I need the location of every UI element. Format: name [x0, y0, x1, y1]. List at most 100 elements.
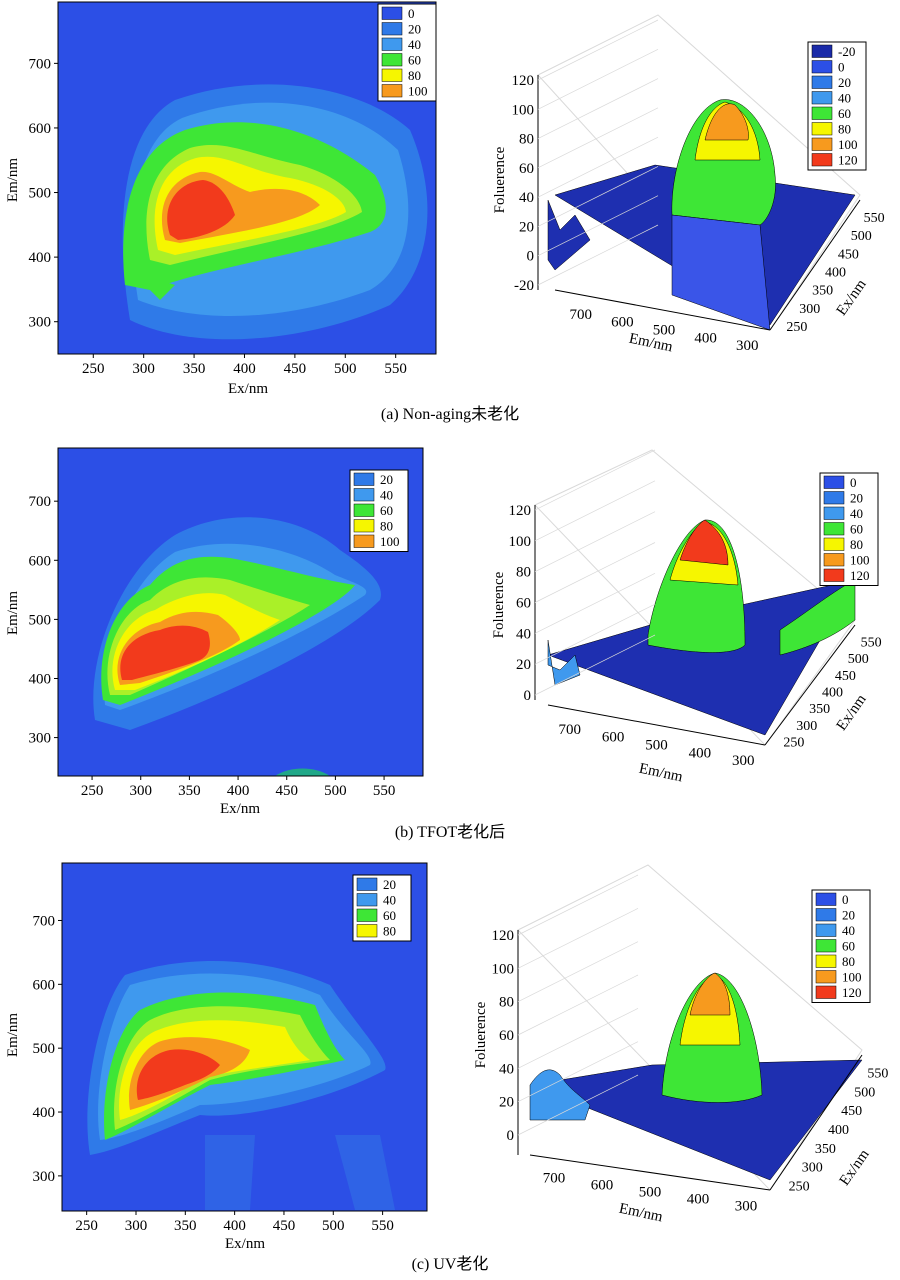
legend-swatch	[381, 22, 403, 36]
z-tick-label: 20	[499, 1095, 514, 1111]
legend-swatch	[353, 472, 375, 486]
x-tick-label: 300	[132, 361, 155, 377]
y-tick-label: 550	[861, 635, 882, 650]
x-tick-label: 300	[732, 753, 755, 769]
y-axis-line	[764, 624, 856, 746]
z-grid-line	[537, 78, 659, 139]
x-tick-label: 400	[687, 1192, 710, 1208]
plot-frame	[57, 447, 424, 777]
contour-plot-a	[58, 2, 436, 354]
z-tick-label: 40	[519, 190, 534, 206]
y-tick-label: 500	[33, 1041, 56, 1057]
legend-swatch	[823, 537, 845, 551]
legend-swatch	[815, 954, 837, 968]
ylabel-c: Em/nm	[5, 1013, 21, 1057]
panel-b-svg: Ex/nm Em/nm Foluerence Em/nm Ex/nm 250 30…	[5, 447, 882, 817]
legend-label: 100	[408, 84, 428, 99]
panel-a-svg: Ex/nm Em/nm Foluerence Em/nm Ex/nm 250 30…	[5, 1, 885, 397]
x-tick-label: 550	[371, 1218, 394, 1234]
x-tick-label: 250	[82, 361, 105, 377]
y-tick-label: 400	[822, 686, 843, 701]
legend-swatch	[811, 153, 833, 167]
contour-plot-b	[58, 448, 423, 776]
z-tick-label: 120	[492, 928, 515, 944]
contour-level-100	[167, 180, 235, 240]
legend-swatch	[823, 522, 845, 536]
xlabel-b: Ex/nm	[220, 801, 260, 817]
legend-label: 60	[850, 522, 863, 537]
legend-label: 100	[850, 553, 870, 568]
legend-label: 40	[408, 37, 421, 52]
z-tick-label: 60	[519, 161, 534, 177]
legend-swatch	[381, 53, 403, 67]
legend-swatch	[811, 137, 833, 151]
y-tick-label: 350	[815, 1142, 836, 1157]
legend-swatch	[811, 75, 833, 89]
legend-swatch	[815, 970, 837, 984]
z-grid-line	[534, 511, 656, 572]
x-tick-label: 500	[653, 323, 676, 339]
legend-label: 80	[838, 122, 851, 137]
legend-label: 100	[380, 534, 400, 549]
y-tick-label: 600	[29, 121, 52, 137]
legend-label: 0	[850, 475, 857, 490]
legend-swatch	[353, 534, 375, 548]
legend-swatch	[356, 924, 378, 938]
y-tick-label: 300	[802, 1161, 823, 1176]
legend-swatch	[815, 985, 837, 999]
caption-b: (b) TFOT老化后	[394, 824, 506, 841]
contour-tail	[150, 280, 175, 300]
legend-swatch	[823, 553, 845, 567]
legend-label: 20	[850, 491, 863, 506]
legend-swatch	[823, 491, 845, 505]
z-tick-label: 60	[499, 1028, 514, 1044]
caption-a: (a) Non-aging未老化	[380, 406, 520, 423]
z-tick-label: 0	[527, 249, 535, 265]
z-tick-label: 120	[509, 503, 532, 519]
legend-swatch	[815, 892, 837, 906]
legend-swatch	[356, 908, 378, 922]
legend-label: 80	[842, 954, 855, 969]
y-tick-label: 700	[29, 56, 52, 72]
legend-label: 40	[380, 488, 393, 503]
legend-swatch	[381, 37, 403, 51]
x-tick-label: 300	[735, 1199, 758, 1215]
legend-swatch	[823, 568, 845, 582]
x-tick-label: 500	[639, 1185, 662, 1201]
legend-swatch	[811, 122, 833, 136]
z-grid-line	[537, 166, 659, 227]
x-tick-label: 450	[284, 361, 307, 377]
xlabel-a: Ex/nm	[228, 381, 268, 397]
z-grid-line	[537, 136, 659, 198]
x-tick-label: 400	[227, 783, 250, 799]
surface-plot-b	[534, 449, 856, 746]
z-grid-line	[517, 1041, 639, 1102]
legend-swatch	[353, 519, 375, 533]
x-tick-label: 450	[273, 1218, 296, 1234]
caption-c: (c) UV老化	[411, 1256, 489, 1273]
y-tick-label: 600	[33, 977, 56, 993]
panel-c-svg: Ex/nm Em/nm Foluerence Em/nm Ex/nm 250 30…	[5, 862, 888, 1252]
legend-swatch	[381, 84, 403, 98]
legend-swatch	[381, 6, 403, 20]
z-grid-line	[534, 603, 656, 665]
ylabel-b: Em/nm	[5, 591, 21, 635]
z-tick-label: 100	[492, 961, 515, 977]
x-tick-label: 500	[645, 738, 668, 754]
x-tick-label: 600	[591, 1178, 614, 1194]
z-grid-line	[517, 1008, 639, 1069]
z-tick-label: 20	[519, 219, 534, 235]
y-tick-label: 700	[29, 494, 52, 510]
z-grid-line	[537, 195, 659, 257]
surface-plot-c	[517, 864, 863, 1191]
y-tick-label: 550	[867, 1066, 888, 1081]
legend-label: 120	[850, 568, 870, 583]
x-tick-label: 400	[233, 361, 256, 377]
